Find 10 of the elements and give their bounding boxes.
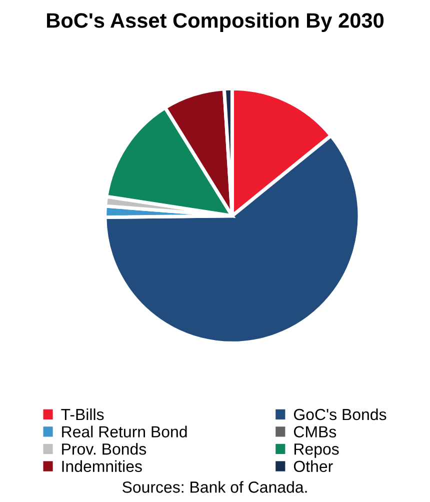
legend-label: Repos (294, 444, 339, 458)
chart-title: BoC's Asset Composition By 2030 (47, 12, 384, 32)
legend-label: Prov. Bonds (62, 443, 146, 455)
source-note: Sources: Bank of Canada. (122, 481, 307, 493)
legend-label: Other (294, 460, 333, 472)
legend-label: Indemnities (62, 460, 142, 472)
legend-label: GoC's Bonds (294, 408, 386, 420)
legend-label: T-Bills (61, 408, 104, 420)
legend-label: CMBs (294, 426, 336, 438)
legend-label: Real Return Bond (62, 426, 187, 438)
